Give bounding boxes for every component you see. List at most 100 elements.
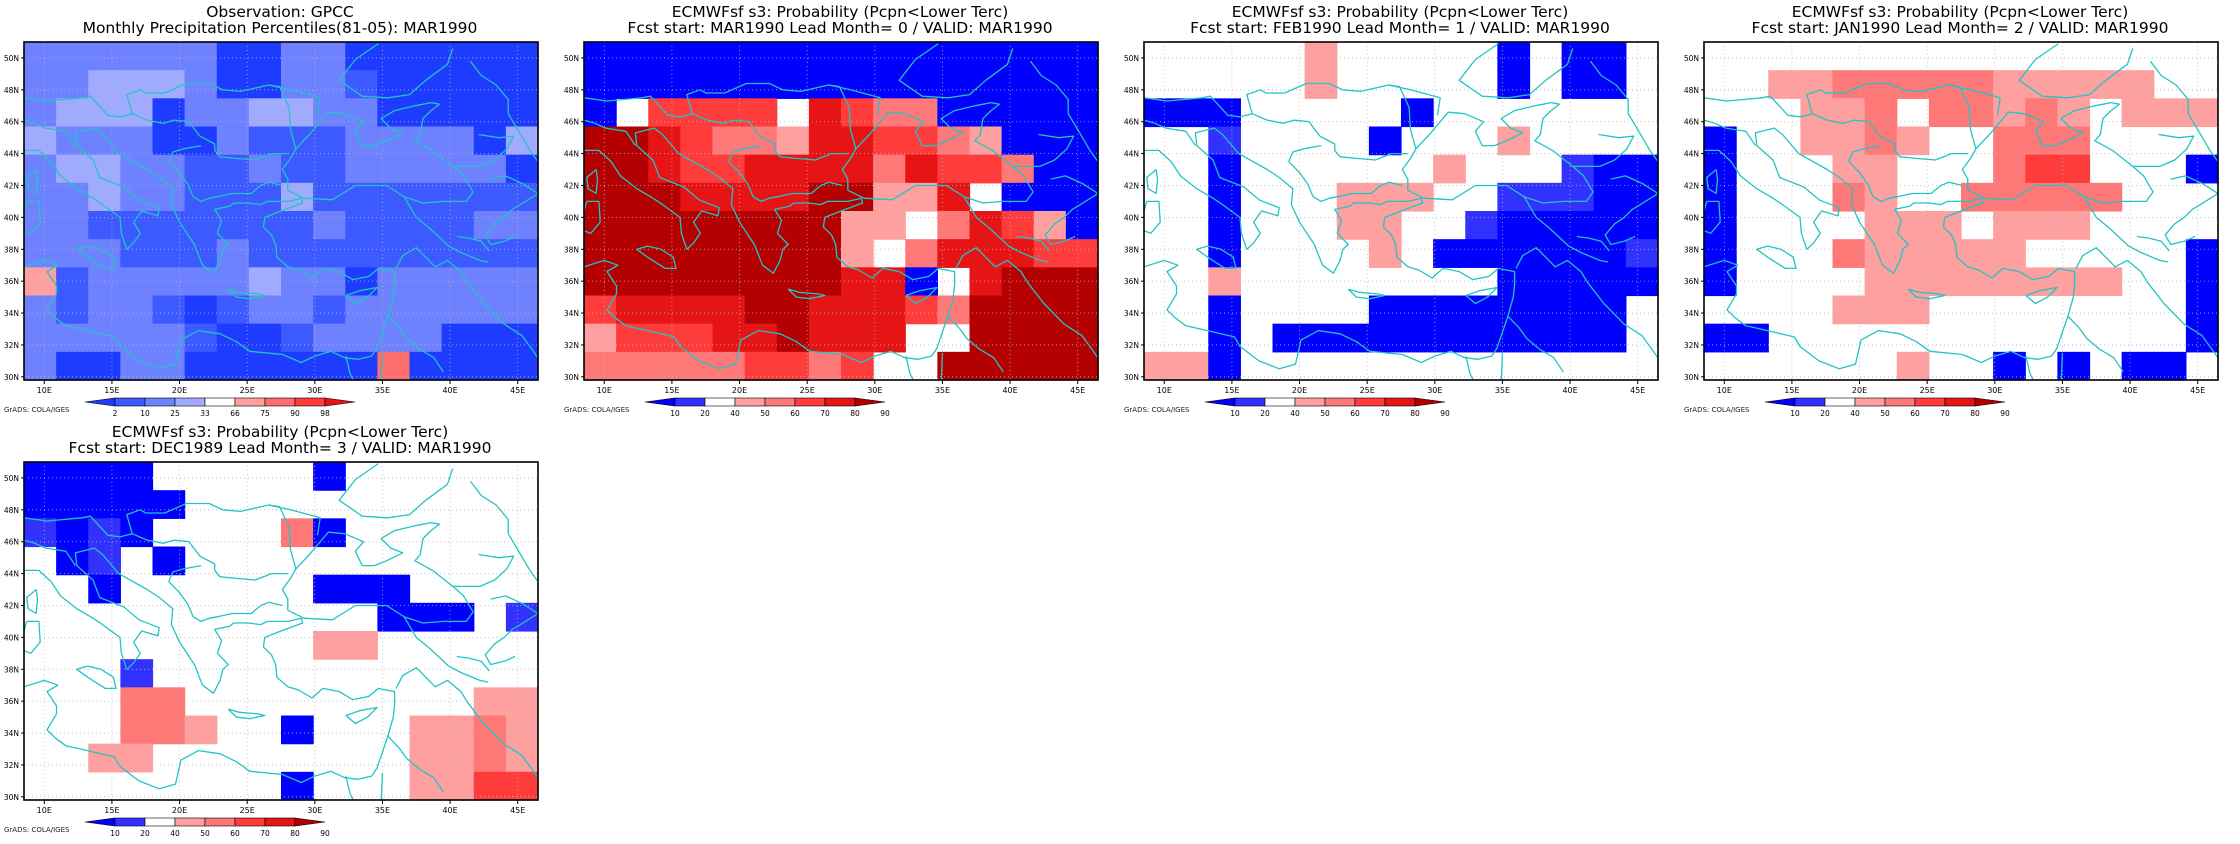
shaded-cell xyxy=(24,323,57,353)
coastline xyxy=(469,60,509,114)
colorbar-cell xyxy=(84,817,116,827)
colorbar-cell xyxy=(174,817,206,827)
coastline xyxy=(24,200,41,234)
shaded-cell xyxy=(24,70,57,99)
y-tick-label: 50N xyxy=(1684,54,1699,63)
shaded-cell xyxy=(409,743,443,773)
coastline xyxy=(338,43,454,99)
shaded-cell xyxy=(120,351,154,381)
shaded-cell xyxy=(281,126,314,156)
shaded-cell xyxy=(1401,182,1434,212)
coastline xyxy=(281,521,474,624)
shaded-cell xyxy=(1896,70,1930,99)
shaded-cell xyxy=(1401,295,1434,325)
coastline xyxy=(584,217,956,370)
shaded-cell xyxy=(1800,98,1834,128)
shaded-cell xyxy=(808,323,842,353)
panel-forecast-lead-3: ECMWFsf s3: Probability (Pcpn<Lower Terc… xyxy=(0,420,560,840)
coastline xyxy=(126,82,297,149)
coastline xyxy=(2136,235,2170,252)
shaded-cell xyxy=(969,267,1003,297)
colorbar-label: 70 xyxy=(260,829,270,838)
y-tick-label: 36N xyxy=(564,277,579,286)
shaded-cell xyxy=(680,126,714,156)
y-tick-label: 44N xyxy=(4,570,19,579)
colorbar-cell xyxy=(294,817,326,827)
y-tick-label: 44N xyxy=(1684,150,1699,159)
shaded-cell xyxy=(808,211,842,240)
shaded-cell xyxy=(1961,239,1994,268)
shaded-cell xyxy=(969,295,1003,325)
y-tick-label: 50N xyxy=(4,474,19,483)
shaded-cell xyxy=(1065,42,1099,71)
shaded-cell xyxy=(1304,42,1338,71)
shaded-cell xyxy=(1736,323,1769,353)
shaded-cell xyxy=(56,42,89,71)
shaded-cell xyxy=(776,295,810,325)
coastline xyxy=(126,502,297,569)
shaded-cell xyxy=(1033,182,1067,212)
y-tick-label: 46N xyxy=(4,118,19,127)
shaded-cell xyxy=(1864,154,1898,184)
shaded-cell xyxy=(313,154,346,184)
y-tick-label: 48N xyxy=(1124,86,1139,95)
shaded-cell xyxy=(808,154,842,184)
shaded-cell xyxy=(216,98,250,128)
shaded-cell xyxy=(345,211,378,240)
coastline xyxy=(490,595,538,615)
colorbar-label: 20 xyxy=(700,409,710,418)
shaded-cell xyxy=(1208,154,1241,184)
shaded-cell xyxy=(281,239,314,268)
shaded-cell xyxy=(1832,239,1866,268)
coastline xyxy=(469,480,509,534)
shaded-cell xyxy=(281,98,314,128)
coastline xyxy=(2075,247,2218,359)
shaded-cell xyxy=(88,323,121,353)
shaded-cell xyxy=(2121,351,2155,381)
shaded-cell xyxy=(409,154,443,184)
shaded-cell xyxy=(1401,323,1434,353)
shaded-cell xyxy=(1033,351,1067,381)
coastline xyxy=(2132,133,2195,168)
shaded-cell xyxy=(120,211,154,240)
y-tick-label: 36N xyxy=(1684,277,1699,286)
panel-subtitle: Fcst start: DEC1989 Lead Month= 3 / VALI… xyxy=(68,439,492,457)
shaded-cell xyxy=(473,771,507,801)
shaded-cell xyxy=(56,98,89,128)
shaded-cell xyxy=(873,70,906,99)
colorbar-label: 10 xyxy=(140,409,150,418)
coastline xyxy=(1507,315,1564,373)
x-tick-label: 15E xyxy=(1784,386,1799,395)
shaded-cell xyxy=(1896,267,1930,297)
panel-forecast-lead-2: ECMWFsf s3: Probability (Pcpn<Lower Terc… xyxy=(1680,0,2240,420)
shaded-cell xyxy=(88,518,121,548)
shaded-cell xyxy=(152,490,186,519)
shaded-cell xyxy=(1961,98,1994,128)
shaded-cell xyxy=(680,98,714,128)
shaded-cell xyxy=(184,715,218,745)
colorbar-label: 40 xyxy=(170,829,180,838)
colorbar-cell xyxy=(734,397,766,407)
shaded-cell xyxy=(248,267,282,297)
shaded-cell xyxy=(216,182,250,212)
shaded-cell xyxy=(969,323,1003,353)
shaded-cell xyxy=(473,687,507,717)
shaded-cell xyxy=(1176,98,1209,128)
shaded-cell xyxy=(1593,323,1627,353)
shaded-cell xyxy=(473,42,507,71)
coastline xyxy=(456,235,490,252)
shaded-cell xyxy=(1433,323,1466,353)
shaded-cell xyxy=(152,70,186,99)
coastline xyxy=(2067,315,2124,373)
colorbar-cell xyxy=(1414,397,1446,407)
shaded-cell xyxy=(56,154,89,184)
shaded-cell xyxy=(648,295,681,325)
x-tick-label: 30E xyxy=(307,806,322,815)
shaded-cell xyxy=(152,267,186,297)
shaded-cell xyxy=(313,211,346,240)
y-tick-label: 32N xyxy=(1684,341,1699,350)
shaded-cell xyxy=(505,687,539,717)
shaded-cell xyxy=(1625,239,1659,268)
shaded-cell xyxy=(409,182,443,212)
shaded-cell xyxy=(473,154,507,184)
